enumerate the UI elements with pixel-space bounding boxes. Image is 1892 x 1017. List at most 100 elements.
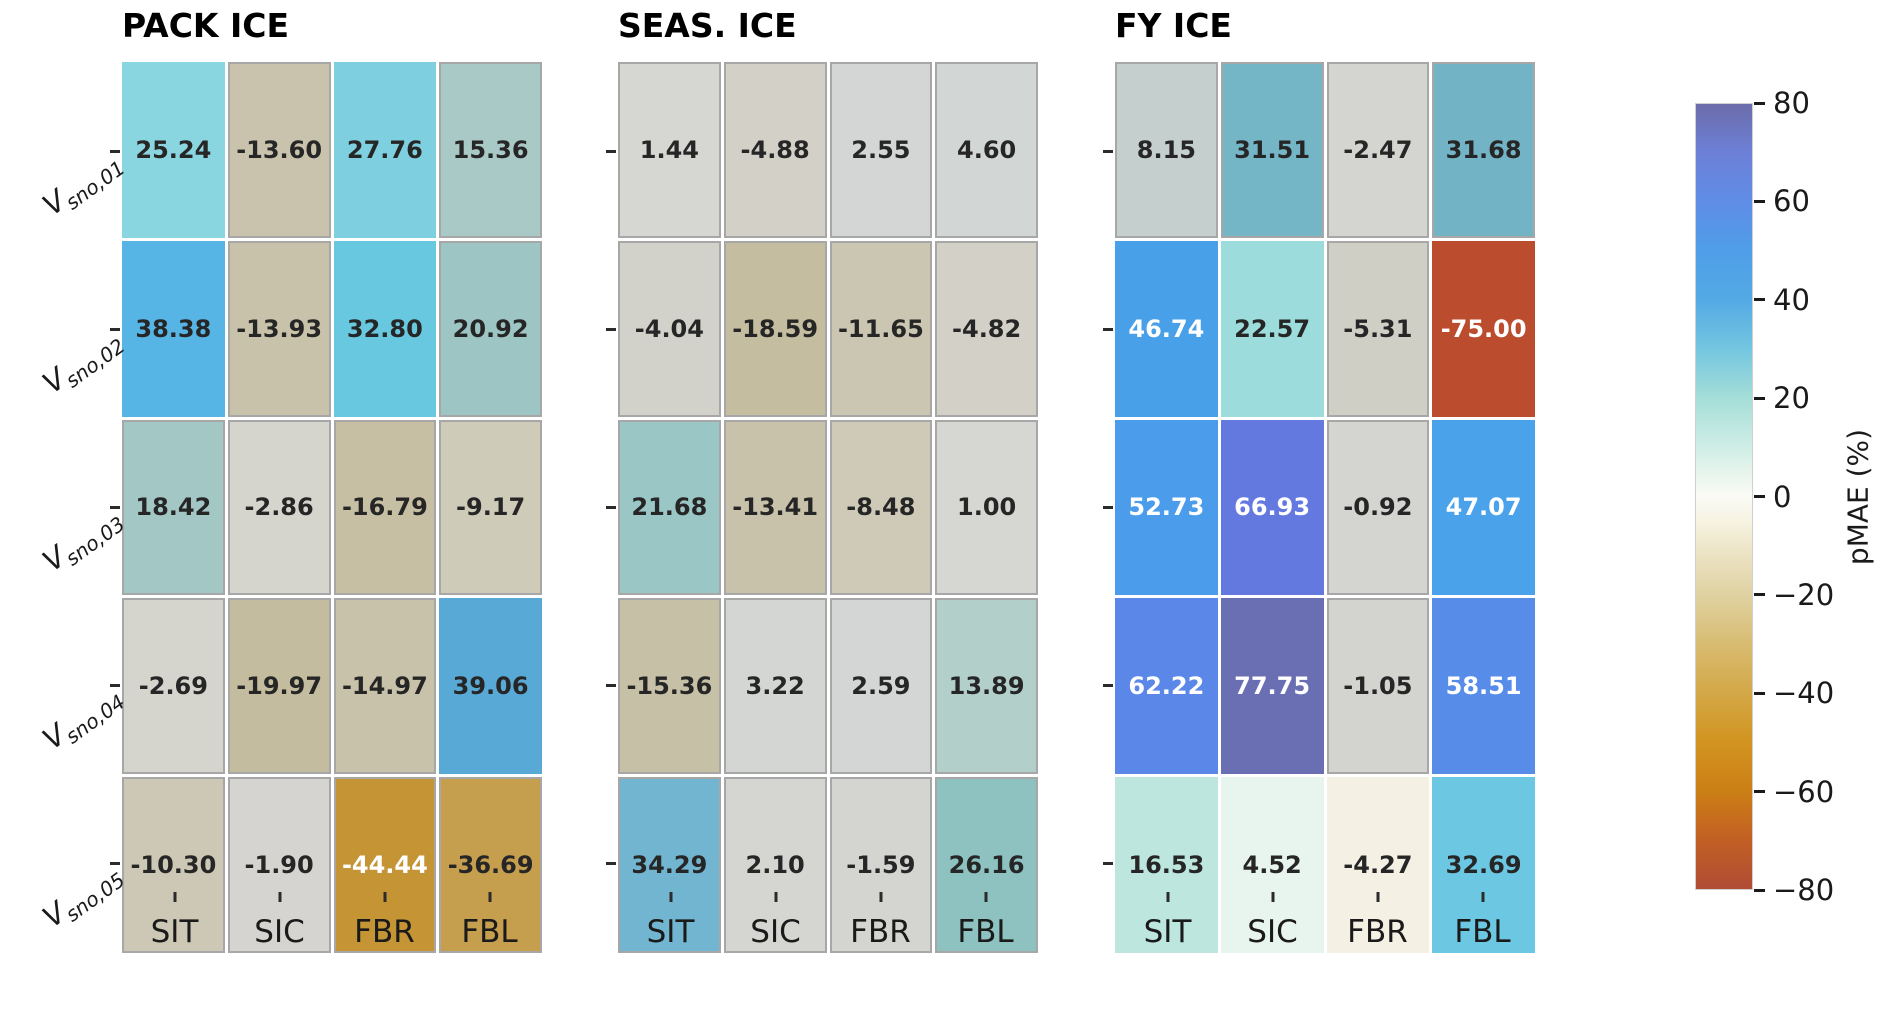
heatmap-cell: 52.73 [1115, 419, 1218, 596]
row-label-subscript: sno,02 [60, 333, 130, 393]
row-label-subscript: sno,05 [60, 868, 130, 928]
y-tick [1103, 684, 1113, 688]
heatmap-cell: -2.86 [227, 419, 331, 596]
x-tick [669, 892, 672, 902]
x-tick [383, 892, 386, 902]
cell-value: 20.92 [452, 314, 529, 343]
heatmap-panel-seas-ice: 1.44 -4.88 2.55 4.60 -4.04 -18.59 -11.65 -4.82 2… [618, 62, 1038, 953]
heatmap-cell: 16.53 [1115, 777, 1218, 953]
cell-value: 2.59 [851, 672, 911, 701]
heatmap-cell: 77.75 [1220, 598, 1324, 775]
colorbar-tick-label: 60 [1773, 184, 1810, 219]
cell-value: -1.59 [846, 851, 916, 880]
colorbar-tick [1754, 101, 1765, 105]
y-tick [606, 506, 616, 509]
heatmap-cell: 1.44 [618, 62, 721, 238]
y-axis-label-text: Vsno,01 [36, 143, 129, 226]
heatmap-cell: -16.79 [333, 419, 437, 596]
heatmap-cell: 31.68 [1432, 62, 1535, 238]
cell-value: -4.82 [952, 314, 1022, 343]
heatmap-cell: 15.36 [439, 62, 542, 238]
y-axis-label-text: Vsno,02 [36, 322, 129, 405]
heatmap-cell: -2.69 [122, 598, 225, 775]
cell-value: 4.60 [957, 135, 1017, 164]
cell-value: -15.36 [626, 672, 713, 701]
colorbar-tick [1754, 495, 1765, 498]
heatmap-cell: -4.27 [1326, 777, 1430, 953]
heatmap-cell: 2.10 [723, 777, 827, 953]
cell-value: 46.74 [1128, 314, 1205, 343]
heatmap-cell: 27.76 [333, 62, 437, 238]
heatmap-cell: 1.00 [935, 419, 1038, 596]
heatmap-cell: 62.22 [1115, 598, 1218, 775]
colorbar-tick-label: −20 [1773, 577, 1835, 612]
heatmap-grid: 8.15 31.51 -2.47 31.68 46.74 22.57 -5.31 -75.00… [1115, 62, 1535, 953]
cell-value: 3.22 [745, 672, 805, 701]
y-axis-label: Vsno,02 [0, 315, 129, 401]
panel-title-fy-ice: FY ICE [1115, 6, 1232, 45]
heatmap-cell: -11.65 [829, 240, 933, 417]
heatmap-cell: 22.57 [1220, 240, 1324, 417]
cell-value: 66.93 [1234, 493, 1311, 522]
heatmap-grid: 25.24 -13.60 27.76 15.36 38.38 -13.93 32.80 20.… [122, 62, 542, 953]
cell-value: 1.44 [639, 135, 699, 164]
colorbar-tick-label: −60 [1773, 774, 1835, 809]
cell-value: -4.27 [1343, 851, 1413, 880]
heatmap-cell: -44.44 [333, 777, 437, 953]
x-tick-label-fbl: FBL [461, 914, 518, 950]
heatmap-cell: 8.15 [1115, 62, 1218, 238]
y-tick [110, 862, 120, 866]
cell-value: -2.86 [244, 493, 314, 522]
heatmap-cell: -75.00 [1432, 240, 1535, 417]
x-tick-label-sit: SIT [1143, 914, 1192, 950]
heatmap-cell: -5.31 [1326, 240, 1430, 417]
heatmap-cell: 4.52 [1220, 777, 1324, 953]
y-axis-label: Vsno,04 [0, 672, 129, 757]
cell-value: 4.52 [1242, 851, 1302, 880]
heatmap-cell: 20.92 [439, 240, 542, 417]
heatmap-cell: -10.30 [122, 777, 225, 953]
heatmap-cell: 13.89 [935, 598, 1038, 775]
cell-value: -1.90 [244, 851, 314, 880]
y-tick [606, 862, 616, 866]
cell-value: -8.48 [846, 493, 916, 522]
cell-value: 52.73 [1128, 493, 1205, 522]
heatmap-cell: 25.24 [122, 62, 225, 238]
colorbar-tick [1754, 593, 1765, 597]
heatmap-cell: -36.69 [439, 777, 542, 953]
x-tick [879, 892, 882, 902]
heatmap-cell: -13.93 [227, 240, 331, 417]
heatmap-cell: 46.74 [1115, 240, 1218, 417]
y-tick [1103, 506, 1113, 509]
heatmap-cell: 2.59 [829, 598, 933, 775]
cell-value: -16.79 [341, 493, 428, 522]
colorbar-tick [1754, 199, 1765, 203]
colorbar-tick-label: −40 [1773, 676, 1835, 711]
heatmap-panel-pack-ice: 25.24 -13.60 27.76 15.36 38.38 -13.93 32.80 20.… [122, 62, 542, 953]
y-tick [606, 684, 616, 688]
heatmap-cell: -0.92 [1326, 419, 1430, 596]
cell-value: -9.17 [456, 493, 526, 522]
x-tick [488, 892, 491, 902]
x-tick [1271, 892, 1274, 902]
x-tick-label-sic: SIC [254, 914, 305, 950]
heatmap-cell: -1.05 [1326, 598, 1430, 775]
heatmap-cell: 4.60 [935, 62, 1038, 238]
cell-value: -10.30 [130, 851, 217, 880]
colorbar-tick-label: −80 [1773, 873, 1835, 907]
heatmap-cell: -1.90 [227, 777, 331, 953]
y-axis-label-text: Vsno,05 [36, 856, 129, 939]
heatmap-cell: -4.04 [618, 240, 721, 417]
cell-value: 27.76 [346, 135, 423, 164]
cell-value: 18.42 [135, 493, 212, 522]
heatmap-cell: 39.06 [439, 598, 542, 775]
heatmap-cell: 66.93 [1220, 419, 1324, 596]
cell-value: 2.55 [851, 135, 911, 164]
cell-value: -2.69 [138, 672, 208, 701]
heatmap-cell: -2.47 [1326, 62, 1430, 238]
heatmap-cell: -13.41 [723, 419, 827, 596]
x-tick [1376, 892, 1379, 902]
cell-value: -13.93 [236, 314, 323, 343]
x-tick [173, 892, 176, 902]
